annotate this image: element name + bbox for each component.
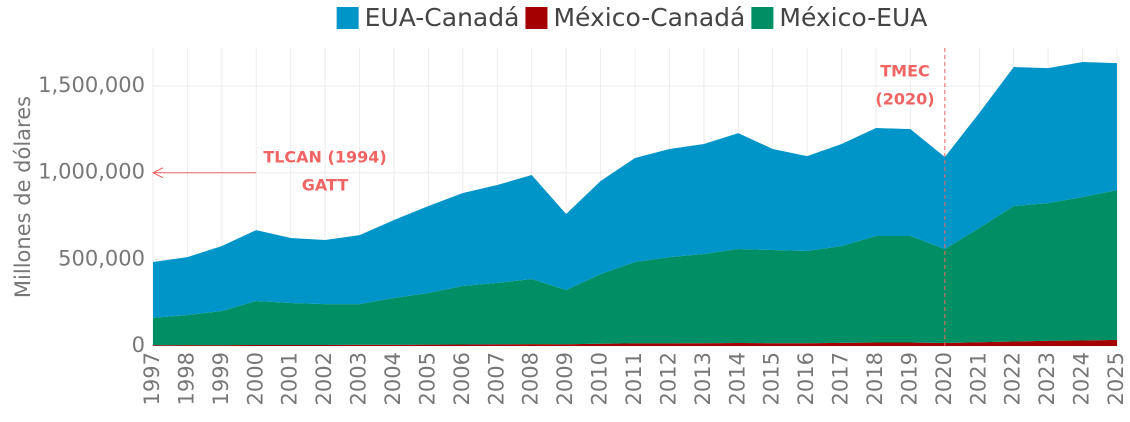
x-tick-label: 2023 (1035, 352, 1059, 405)
x-tick-label: 2017 (829, 352, 853, 405)
x-tick-label: 2020 (932, 352, 956, 405)
x-tick-label: 2002 (312, 352, 336, 405)
x-tick-label: 2006 (450, 352, 474, 405)
x-tick-label: 2005 (415, 352, 439, 405)
x-tick-label: 2019 (897, 352, 921, 405)
x-tick-label: 2025 (1104, 352, 1128, 405)
x-tick-label: 2000 (243, 352, 267, 405)
x-tick-label: 1998 (174, 352, 198, 405)
arrow-head (151, 167, 164, 179)
x-tick-label: 1997 (140, 352, 164, 405)
annotation: GATT (302, 176, 349, 195)
x-tick-label: 2016 (794, 352, 818, 405)
legend-swatch (751, 7, 774, 29)
x-tick-label: 2015 (760, 352, 784, 405)
area (153, 339, 1117, 346)
x-tick-label: 2014 (725, 352, 749, 405)
x-tick-label: 2011 (622, 352, 646, 405)
legend-swatch (336, 7, 359, 29)
area (153, 62, 1117, 318)
annotation: (2020) (875, 90, 934, 109)
area (153, 190, 1117, 346)
y-tick-label: 0 (132, 333, 145, 357)
y-tick-label: 1,500,000 (38, 73, 145, 97)
annotation: TMEC (880, 62, 930, 81)
x-tick-label: 2013 (691, 352, 715, 405)
x-tick-label: 2024 (1070, 352, 1094, 405)
y-tick-label: 1,000,000 (38, 160, 145, 184)
legend-label: México-Canadá (553, 3, 745, 32)
x-tick-label: 2009 (553, 352, 577, 405)
x-tick-label: 2022 (1001, 352, 1025, 405)
y-axis-label: Millones de dólares (11, 96, 35, 298)
x-tick-label: 2012 (656, 352, 680, 405)
annotation: TLCAN (1994) (263, 148, 386, 167)
x-tick-label: 2018 (863, 352, 887, 405)
y-tick-label: 500,000 (58, 246, 145, 270)
x-tick-label: 1999 (209, 352, 233, 405)
legend-swatch (525, 7, 548, 29)
x-tick-label: 2004 (381, 352, 405, 405)
x-tick-label: 2003 (347, 352, 371, 405)
legend-label: México-EUA (779, 3, 927, 32)
x-tick-label: 2008 (519, 352, 543, 405)
x-tick-label: 2010 (588, 352, 612, 405)
x-tick-label: 2001 (278, 352, 302, 405)
x-tick-label: 2007 (484, 352, 508, 405)
legend-label: EUA-Canadá (365, 3, 520, 32)
x-tick-label: 2021 (966, 352, 990, 405)
